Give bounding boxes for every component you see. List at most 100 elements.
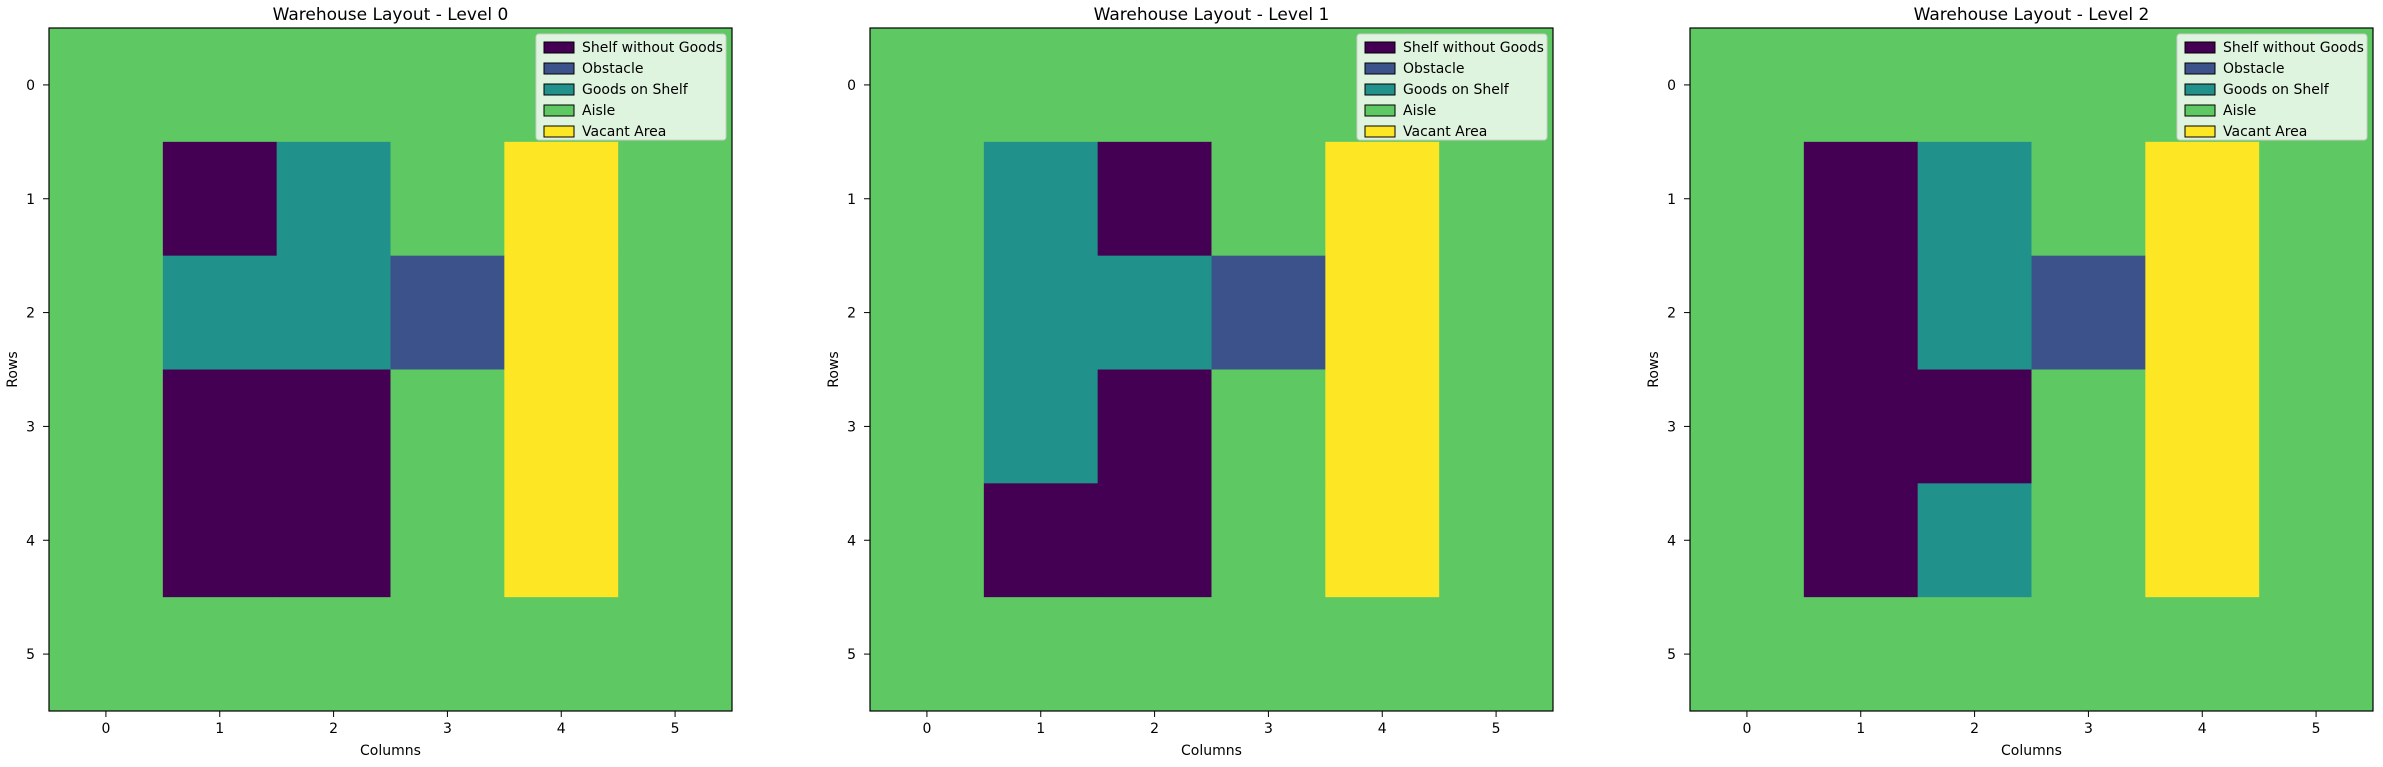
heatmap-cell — [1690, 483, 1805, 598]
x-tick-label: 1 — [1036, 721, 1045, 737]
y-tick-label: 4 — [847, 533, 856, 549]
heatmap-cell — [2145, 369, 2260, 484]
legend-swatch — [2184, 104, 2216, 117]
legend-swatch — [1364, 104, 1396, 117]
legend-item: Vacant Area — [2184, 124, 2307, 140]
legend-label: Vacant Area — [1403, 124, 1487, 140]
legend-label: Obstacle — [1403, 61, 1464, 77]
heatmap-cell — [1211, 597, 1326, 712]
heatmap-cell — [2031, 483, 2146, 598]
heatmap-cell — [1325, 141, 1440, 257]
heatmap-cell — [2259, 255, 2374, 370]
x-axis-label: Columns — [1181, 743, 1242, 759]
heatmap-cell — [1917, 597, 2032, 712]
y-axis-label: Rows — [1646, 351, 1662, 387]
legend-label: Shelf without Goods — [582, 40, 723, 56]
heatmap-cell — [1803, 255, 1919, 370]
heatmap-cell — [870, 483, 985, 598]
heatmap-cell — [1097, 597, 1212, 712]
heatmap-cell — [2031, 255, 2146, 370]
legend-box — [1356, 33, 1548, 141]
heatmap-cell — [390, 28, 505, 143]
heatmap-cell — [504, 369, 619, 484]
heatmap-cell — [276, 597, 391, 712]
heatmap-cell — [1325, 483, 1440, 598]
x-tick-label: 4 — [1378, 721, 1387, 737]
heatmap-cell — [390, 141, 505, 257]
heatmap-cell — [2259, 141, 2374, 257]
y-tick-label: 5 — [26, 647, 35, 663]
heatmap-panel-0: Warehouse Layout - Level 0 0 1 2 3 4 5 0 1 2 3 4 5 Co… — [5, 5, 733, 759]
heatmap-cell — [2031, 597, 2146, 712]
heatmap-cell — [2145, 141, 2260, 257]
legend-swatch — [543, 104, 575, 117]
heatmap-cell — [49, 369, 164, 484]
heatmap-cell — [1690, 369, 1805, 484]
x-tick-label: 3 — [443, 721, 452, 737]
heatmap-cell — [2031, 28, 2146, 143]
plot-frame — [1689, 27, 2374, 712]
heatmap-cell — [1917, 483, 2032, 598]
heatmap-cell — [2145, 483, 2260, 598]
legend-label: Shelf without Goods — [2223, 40, 2364, 56]
heatmap-cell — [983, 483, 1099, 598]
heatmap-cell — [1097, 141, 1212, 257]
chart-title: Warehouse Layout - Level 0 — [273, 5, 509, 25]
chart-title: Warehouse Layout - Level 2 — [1914, 5, 2150, 25]
heatmap-cell — [1211, 369, 1326, 484]
y-tick-label: 5 — [847, 647, 856, 663]
legend-item: Vacant Area — [1364, 124, 1487, 140]
heatmap-cell — [390, 255, 505, 370]
heatmap-cell — [2259, 483, 2374, 598]
legend-label: Obstacle — [582, 61, 643, 77]
legend-swatch — [2184, 41, 2216, 54]
heatmap-cell — [1917, 28, 2032, 143]
heatmap-cell — [2145, 255, 2260, 370]
heatmap-cell — [1325, 369, 1440, 484]
heatmap-panel-2: Warehouse Layout - Level 2 0 1 2 3 4 5 0 1 2 3 4 5 Co… — [1646, 5, 2374, 759]
heatmap-cell — [162, 255, 278, 370]
legend: Shelf without Goods Obstacle Goods on Shel… — [2176, 33, 2368, 141]
heatmap-cell — [2259, 369, 2374, 484]
legend-swatch — [543, 62, 575, 75]
heatmap-cell — [504, 597, 619, 712]
heatmap-cell — [983, 369, 1099, 484]
y-axis-label: Rows — [5, 351, 21, 387]
heatmap-cell — [276, 255, 391, 370]
heatmap-cell — [870, 141, 985, 257]
x-tick-label: 4 — [557, 721, 566, 737]
heatmap-cell — [49, 597, 164, 712]
heatmap-cell — [390, 369, 505, 484]
legend-swatch — [1364, 41, 1396, 54]
legend-item: Goods on Shelf — [2184, 82, 2330, 98]
x-axis-label: Columns — [2001, 743, 2062, 759]
heatmap-cell — [504, 255, 619, 370]
legend-item: Aisle — [543, 103, 615, 119]
legend-label: Vacant Area — [2223, 124, 2307, 140]
x-tick-label: 5 — [2312, 721, 2321, 737]
legend-item: Vacant Area — [543, 124, 666, 140]
legend-label: Aisle — [2223, 103, 2256, 119]
heatmap-cell — [162, 597, 278, 712]
heatmap-cell — [276, 28, 391, 143]
heatmap-cell — [390, 597, 505, 712]
heatmap-cell — [49, 255, 164, 370]
legend-item: Shelf without Goods — [1364, 40, 1544, 56]
heatmap-cell — [618, 141, 733, 257]
legend-swatch — [2184, 62, 2216, 75]
heatmap-cell — [49, 483, 164, 598]
x-tick-label: 2 — [329, 721, 338, 737]
heatmap-cell — [618, 255, 733, 370]
heatmap-cell — [2031, 141, 2146, 257]
legend-label: Goods on Shelf — [1403, 82, 1510, 98]
heatmap-cell — [618, 597, 733, 712]
legend-swatch — [543, 83, 575, 96]
heatmap-cell — [504, 483, 619, 598]
heatmap-cell — [1325, 255, 1440, 370]
x-tick-label: 2 — [1970, 721, 1979, 737]
y-tick-label: 0 — [1667, 78, 1676, 94]
heatmap-cell — [162, 141, 278, 257]
chart-title: Warehouse Layout - Level 1 — [1094, 5, 1330, 25]
y-tick-label: 1 — [26, 192, 35, 208]
